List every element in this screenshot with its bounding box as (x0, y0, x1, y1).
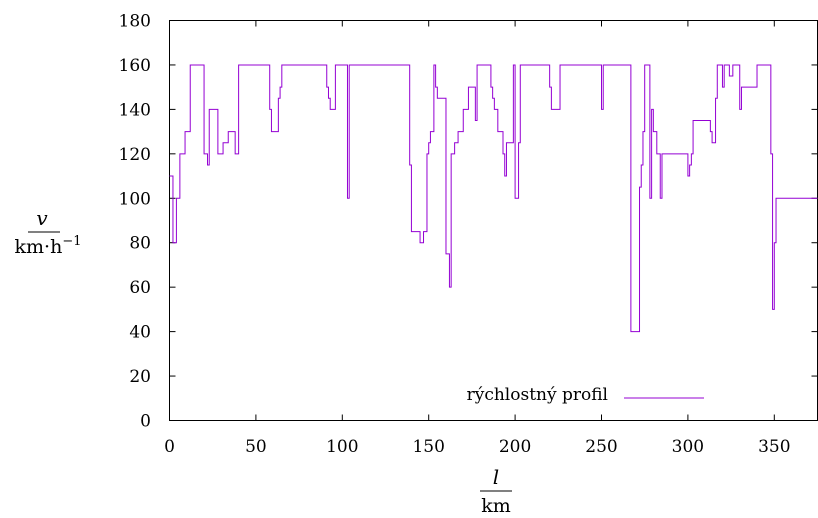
x-axis: 0 50 100 150 200 250 300 350 (164, 20, 791, 457)
y-tick-label: 160 (119, 56, 151, 76)
y-axis: 0 20 40 60 80 100 120 140 160 180 (119, 12, 818, 432)
x-tick-label: 0 (164, 437, 175, 457)
x-tick-label: 250 (585, 437, 617, 457)
y-tick-label: 40 (129, 323, 151, 343)
y-tick-label: 20 (129, 367, 151, 387)
series-line-speed-profile (169, 64, 818, 333)
y-axis-var-label: v (36, 206, 48, 230)
y-tick-label: 80 (129, 234, 151, 254)
x-tick-label: 50 (245, 437, 267, 457)
x-axis-var-label: l (493, 465, 499, 489)
x-tick-label: 150 (412, 437, 444, 457)
x-tick-label: 100 (326, 437, 358, 457)
y-tick-label: 0 (140, 412, 151, 432)
x-axis-unit-label: km (481, 495, 511, 517)
legend-label: rýchlostný profil (467, 385, 608, 405)
plot-frame (169, 20, 818, 421)
x-tick-label: 350 (758, 437, 790, 457)
y-tick-label: 180 (119, 12, 151, 32)
x-tick-label: 300 (672, 437, 704, 457)
y-tick-label: 140 (119, 100, 151, 120)
x-tick-label: 200 (499, 437, 531, 457)
y-axis-unit-label: km·h−1 (15, 234, 82, 258)
y-tick-label: 120 (119, 145, 151, 165)
y-tick-label: 100 (119, 189, 151, 209)
y-tick-label: 60 (129, 278, 151, 298)
